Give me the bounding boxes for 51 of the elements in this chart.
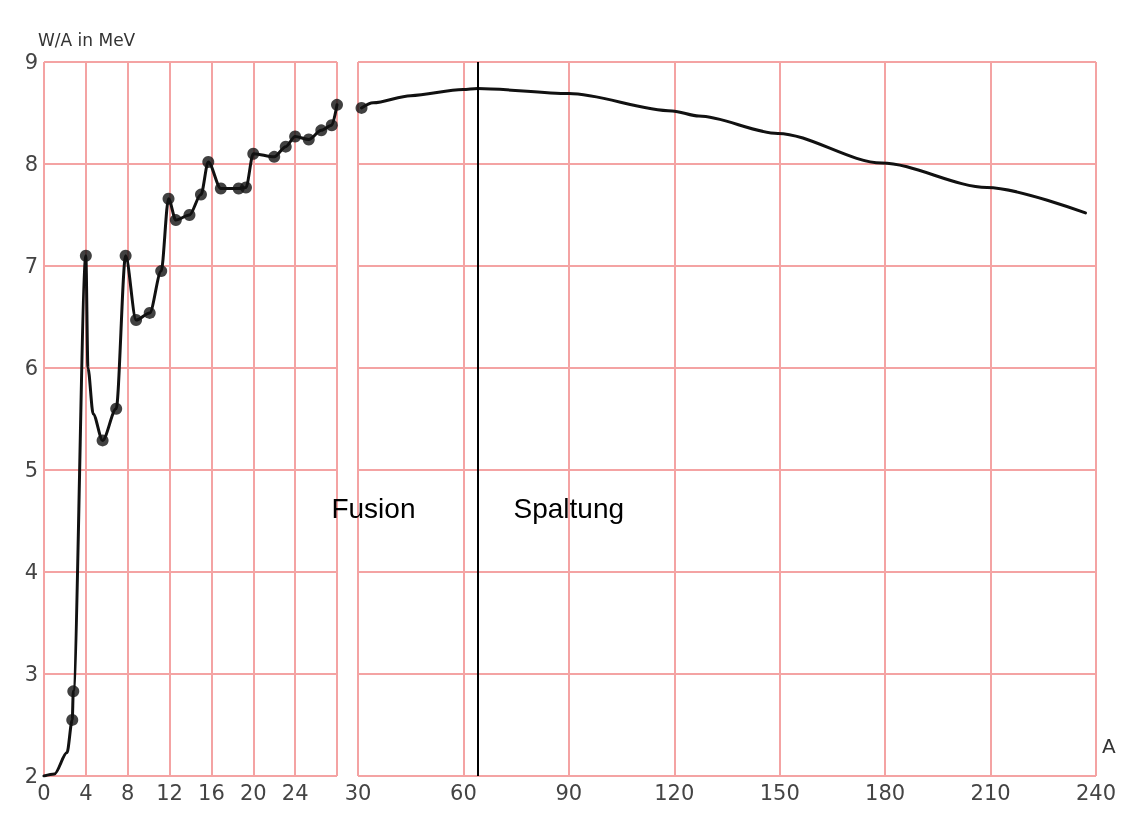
annotation: Fusion <box>331 492 416 524</box>
y-tick-label: 3 <box>24 662 38 686</box>
point <box>315 124 328 137</box>
point <box>247 147 260 160</box>
point <box>119 249 132 262</box>
point <box>130 314 143 327</box>
y-tick-label: 2 <box>24 764 38 788</box>
point <box>162 192 175 205</box>
point <box>79 249 92 262</box>
x-tick-label: 20 <box>239 780 267 805</box>
point <box>169 214 182 227</box>
y-tick-label: 8 <box>24 152 38 176</box>
y-tick-label: 4 <box>24 560 38 584</box>
point <box>331 98 343 111</box>
y-tick-label: 6 <box>24 356 38 380</box>
point <box>183 209 196 221</box>
point <box>214 182 227 195</box>
x-axis-title: A <box>1102 734 1116 758</box>
point <box>325 119 338 132</box>
point <box>66 713 79 726</box>
x-tick-label: 8 <box>121 780 135 805</box>
point <box>143 306 156 319</box>
x-tick-label: 4 <box>79 780 93 805</box>
y-tick-label: 5 <box>24 458 38 482</box>
point <box>96 434 109 447</box>
x-tick-label: 0 <box>37 780 51 805</box>
y-axis-title: W/A in MeV <box>38 29 136 50</box>
x-tick-label: 210 <box>970 780 1011 805</box>
x-tick-label: 240 <box>1075 780 1117 805</box>
point <box>110 402 123 415</box>
x-tick-label: 120 <box>654 780 695 805</box>
y-tick-label: 7 <box>24 254 38 278</box>
point <box>155 265 168 278</box>
x-tick-label: 16 <box>198 780 225 805</box>
x-tick-label: 90 <box>555 780 583 805</box>
x-tick-label: 24 <box>281 780 309 805</box>
point <box>194 188 207 201</box>
point <box>268 150 281 163</box>
point <box>279 140 292 153</box>
point <box>239 181 252 194</box>
x-tick-label: 150 <box>759 780 800 805</box>
x-tick-label: 30 <box>344 780 372 805</box>
point <box>202 155 215 168</box>
point <box>302 133 315 146</box>
x-tick-label: 180 <box>865 780 906 805</box>
annotation: Spaltung <box>513 492 625 524</box>
point <box>67 685 80 698</box>
x-tick-label: 12 <box>156 780 183 805</box>
point <box>289 130 302 143</box>
y-tick-label: 9 <box>24 50 38 74</box>
x-tick-label: 60 <box>450 780 477 805</box>
